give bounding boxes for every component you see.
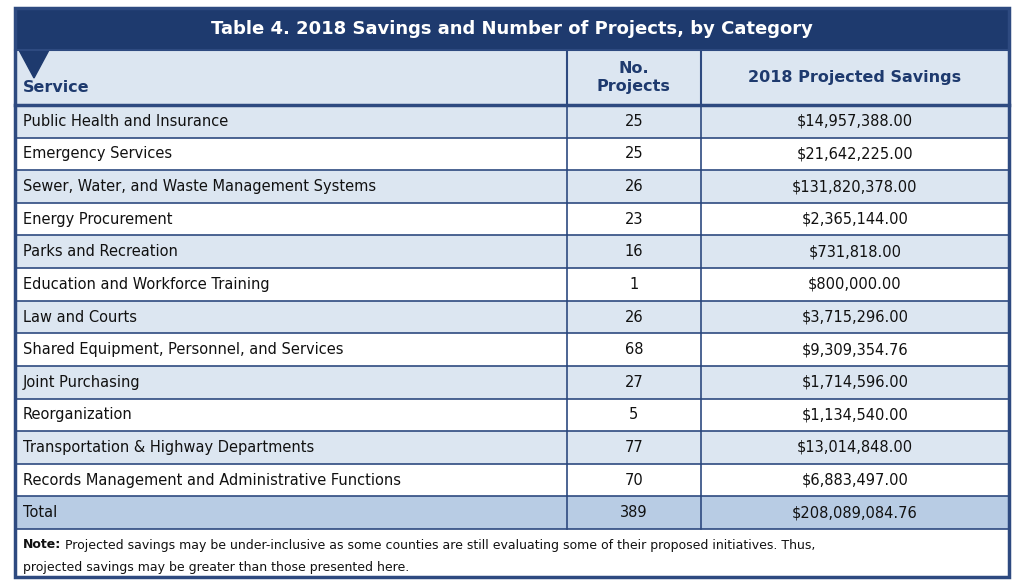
Text: $14,957,388.00: $14,957,388.00: [797, 114, 913, 129]
Text: 25: 25: [625, 114, 643, 129]
Text: $13,014,848.00: $13,014,848.00: [797, 440, 913, 455]
Bar: [15, 301, 1009, 333]
Text: Table 4. 2018 Savings and Number of Projects, by Category: Table 4. 2018 Savings and Number of Proj…: [211, 20, 813, 38]
Text: Law and Courts: Law and Courts: [23, 309, 137, 325]
Text: $3,715,296.00: $3,715,296.00: [802, 309, 908, 325]
Text: 26: 26: [625, 309, 643, 325]
Text: Public Health and Insurance: Public Health and Insurance: [23, 114, 228, 129]
Bar: [15, 497, 1009, 529]
Text: Joint Purchasing: Joint Purchasing: [23, 375, 140, 390]
Polygon shape: [19, 50, 49, 78]
Text: Reorganization: Reorganization: [23, 407, 133, 422]
Bar: [15, 333, 1009, 366]
Text: 1: 1: [629, 277, 638, 292]
Text: 26: 26: [625, 179, 643, 194]
Text: 70: 70: [625, 473, 643, 487]
Text: Sewer, Water, and Waste Management Systems: Sewer, Water, and Waste Management Syste…: [23, 179, 376, 194]
Bar: [15, 431, 1009, 464]
Text: 389: 389: [620, 505, 647, 520]
Text: $21,642,225.00: $21,642,225.00: [797, 146, 913, 161]
Bar: [15, 398, 1009, 431]
Text: $1,714,596.00: $1,714,596.00: [802, 375, 908, 390]
Text: Shared Equipment, Personnel, and Services: Shared Equipment, Personnel, and Service…: [23, 342, 343, 357]
Text: $731,818.00: $731,818.00: [808, 245, 901, 259]
Text: $2,365,144.00: $2,365,144.00: [802, 212, 908, 226]
Bar: [15, 268, 1009, 301]
Bar: [15, 170, 1009, 203]
Bar: [15, 50, 1009, 105]
Text: $6,883,497.00: $6,883,497.00: [802, 473, 908, 487]
Text: $208,089,084.76: $208,089,084.76: [792, 505, 918, 520]
Text: 2018 Projected Savings: 2018 Projected Savings: [749, 70, 962, 85]
Text: 68: 68: [625, 342, 643, 357]
Text: Education and Workforce Training: Education and Workforce Training: [23, 277, 269, 292]
Bar: [15, 137, 1009, 170]
Bar: [15, 105, 1009, 137]
Text: Total: Total: [23, 505, 57, 520]
Text: $1,134,540.00: $1,134,540.00: [802, 407, 908, 422]
Text: No.
Projects: No. Projects: [597, 61, 671, 94]
Bar: [15, 366, 1009, 398]
Text: 16: 16: [625, 245, 643, 259]
Text: Parks and Recreation: Parks and Recreation: [23, 245, 178, 259]
Bar: [15, 529, 1009, 577]
Text: Service: Service: [23, 80, 90, 95]
Text: Records Management and Administrative Functions: Records Management and Administrative Fu…: [23, 473, 401, 487]
Text: Energy Procurement: Energy Procurement: [23, 212, 172, 226]
Bar: [15, 464, 1009, 497]
Bar: [15, 8, 1009, 50]
Text: 5: 5: [629, 407, 638, 422]
Text: 77: 77: [625, 440, 643, 455]
Text: Note:: Note:: [23, 539, 61, 552]
Text: $9,309,354.76: $9,309,354.76: [802, 342, 908, 357]
Text: projected savings may be greater than those presented here.: projected savings may be greater than th…: [23, 560, 410, 573]
Text: Projected savings may be under-inclusive as some counties are still evaluating s: Projected savings may be under-inclusive…: [61, 539, 815, 552]
Text: Transportation & Highway Departments: Transportation & Highway Departments: [23, 440, 314, 455]
Text: Emergency Services: Emergency Services: [23, 146, 172, 161]
Text: 27: 27: [625, 375, 643, 390]
Text: 23: 23: [625, 212, 643, 226]
Bar: [15, 203, 1009, 235]
Bar: [15, 235, 1009, 268]
Text: 25: 25: [625, 146, 643, 161]
Text: $800,000.00: $800,000.00: [808, 277, 902, 292]
Text: $131,820,378.00: $131,820,378.00: [793, 179, 918, 194]
